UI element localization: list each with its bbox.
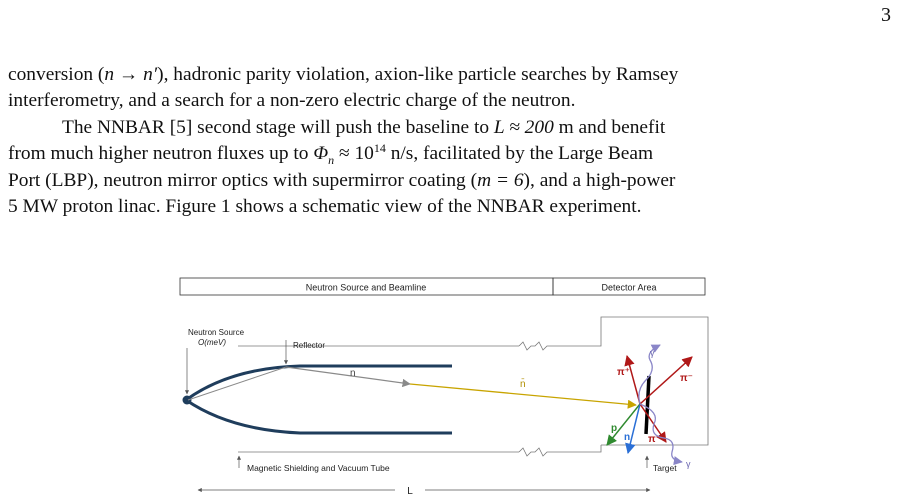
pion-minus-top-track [639, 356, 693, 405]
neutron-source-label: Neutron Source [188, 328, 245, 337]
p2-l2-phi: Φ [313, 143, 329, 165]
p2-l2-sub: n [328, 153, 335, 168]
pion-plus-track [624, 354, 641, 405]
p2-l3-b: ), and a high-power [523, 169, 676, 191]
pion-minus-bottom-label: π⁻ [648, 434, 661, 445]
proton-track [606, 403, 641, 446]
p2-l2-approx: ≈ 10 [334, 143, 374, 165]
pion-minus-bottom-track [639, 403, 667, 443]
p1-line1-a: conversion ( [8, 64, 105, 85]
gamma-top-track [638, 344, 661, 405]
antineutron-ray [409, 383, 637, 409]
p2-l1-b: m and benefit [553, 117, 666, 138]
reflector-upper-mirror [185, 364, 452, 402]
p2-l1-a: The NNBAR [5] second stage will push the… [62, 117, 494, 138]
neutron-out-label: n [624, 432, 630, 443]
gamma-bottom-label: γ [686, 459, 691, 469]
reflector-lower-mirror [185, 398, 452, 435]
p1-line2: interferometry, and a search for a non-z… [8, 90, 576, 112]
p2-l2-b: n/s, facilitated by the Large Beam [385, 143, 654, 165]
p2-l1-math: L ≈ 200 [493, 117, 554, 138]
paragraph-2: The NNBAR [5] second stage will push the… [8, 115, 893, 221]
p2-l3-a: Port (LBP), neutron mirror optics with s… [8, 169, 478, 191]
p1-line1-math: n → n′ [104, 64, 158, 85]
neutron-ray-to-reflector [187, 366, 287, 401]
header-box-right [552, 277, 706, 296]
antineutron-label: n̄ [520, 377, 526, 390]
vacuum-tube-outline [238, 316, 709, 457]
target-foil [644, 375, 651, 435]
neutron-label: n [350, 368, 356, 379]
pion-plus-top-label: π⁺ [617, 367, 630, 378]
shield-label: Magnetic Shielding and Vacuum Tube [247, 463, 390, 473]
baseline-label: L [407, 486, 413, 497]
p2-l4: 5 MW proton linac. Figure 1 shows a sche… [8, 196, 642, 218]
neutron-ray [285, 366, 411, 388]
gamma-top-label: γ [650, 348, 655, 358]
neutron-source-dot [182, 395, 192, 405]
page-number: 3 [881, 4, 891, 26]
target-label: Target [653, 463, 677, 473]
pion-minus-top-label: π⁻ [680, 373, 693, 384]
neutron-source-energy: O(meV) [198, 338, 226, 347]
gamma-bottom-track [639, 403, 683, 466]
p2-l2-a: from much higher neutron fluxes up to [8, 143, 314, 165]
p2-l2-exp: 14 [373, 141, 386, 156]
proton-label: p [611, 423, 617, 434]
reflector-label: Reflector [293, 341, 325, 350]
neutron-out-track [625, 403, 641, 455]
paragraph-1: conversion (n → n′), hadronic parity vio… [8, 62, 893, 115]
header-left-label: Neutron Source and Beamline [306, 283, 427, 293]
p1-line1-b: ), hadronic parity violation, axion-like… [157, 64, 679, 85]
header-right-label: Detector Area [601, 283, 656, 293]
p2-l3-math: m = 6 [477, 169, 524, 191]
